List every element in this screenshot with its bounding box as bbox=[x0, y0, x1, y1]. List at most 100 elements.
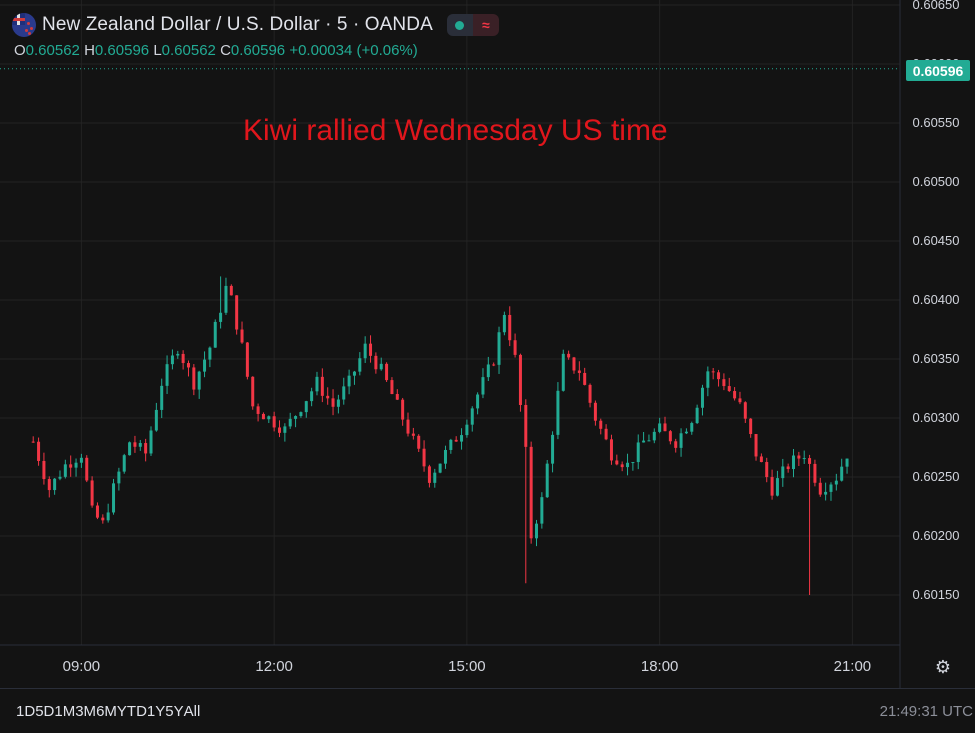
candle-body bbox=[535, 523, 539, 539]
symbol-header[interactable]: New Zealand Dollar / U.S. Dollar · 5 · O… bbox=[12, 10, 499, 40]
candle-body bbox=[358, 358, 362, 372]
timeframe-1m[interactable]: 1M bbox=[54, 703, 76, 720]
timeframe-all[interactable]: All bbox=[183, 703, 201, 720]
timeframe-3m[interactable]: 3M bbox=[75, 703, 97, 720]
y-tick-label: 0.60200 bbox=[912, 528, 960, 543]
candle-body bbox=[310, 391, 314, 402]
candle-body bbox=[299, 412, 303, 417]
wave-icon[interactable]: ≈ bbox=[472, 14, 499, 36]
candle-body bbox=[261, 413, 265, 420]
candle-body bbox=[647, 440, 651, 442]
candle-body bbox=[443, 449, 447, 464]
candle-body bbox=[138, 443, 142, 447]
candle-body bbox=[593, 402, 597, 421]
candle-body bbox=[342, 386, 346, 400]
timeframe-1y[interactable]: 1Y bbox=[146, 703, 166, 720]
timeframe-6m[interactable]: 6M bbox=[96, 703, 117, 720]
candle-body bbox=[117, 471, 121, 484]
candle-body bbox=[679, 433, 683, 448]
x-tick-label: 12:00 bbox=[255, 658, 293, 675]
y-tick-label: 0.60250 bbox=[912, 469, 960, 484]
candle-body bbox=[759, 456, 763, 463]
candle-body bbox=[711, 371, 715, 373]
candle-body bbox=[395, 394, 399, 400]
candle-body bbox=[352, 371, 356, 376]
candle-body bbox=[813, 463, 817, 483]
candle-body bbox=[824, 491, 828, 495]
candle-body bbox=[454, 439, 458, 442]
close-value: 0.60596 bbox=[230, 42, 286, 59]
change-value: +0.00034 (+0.06%) bbox=[289, 42, 418, 59]
candle-body bbox=[749, 418, 753, 435]
candle-body bbox=[235, 295, 239, 330]
candle-body bbox=[626, 462, 630, 468]
candle-body bbox=[583, 372, 587, 385]
ohlc-legend: O0.60562 H0.60596 L0.60562 C0.60596 +0.0… bbox=[14, 42, 418, 59]
candle-body bbox=[754, 434, 758, 457]
candle-body bbox=[577, 370, 581, 373]
candle-body bbox=[717, 372, 721, 380]
candle-body bbox=[792, 455, 796, 470]
candle-body bbox=[818, 482, 822, 495]
candle-body bbox=[144, 443, 148, 454]
candle-body bbox=[460, 435, 464, 442]
candle-body bbox=[69, 464, 73, 468]
last-price-tag: 0.60596 bbox=[906, 60, 970, 81]
chart-grid bbox=[0, 0, 900, 645]
candle-body bbox=[615, 460, 619, 465]
candle-body bbox=[53, 478, 57, 491]
candle-body bbox=[363, 343, 367, 359]
candle-body bbox=[722, 379, 726, 387]
candle-body bbox=[347, 375, 351, 387]
candle-body bbox=[642, 440, 646, 443]
candle-body bbox=[427, 466, 431, 483]
candle-body bbox=[609, 439, 613, 461]
candle-body bbox=[331, 398, 335, 407]
timeframe-selector[interactable]: 1D 5D 1M 3M 6M YTD 1Y 5Y All bbox=[16, 703, 200, 720]
candle-body bbox=[128, 442, 132, 456]
timeframe-1d[interactable]: 1D bbox=[16, 703, 36, 720]
candle-body bbox=[63, 464, 67, 477]
candle-body bbox=[572, 357, 576, 371]
candle-body bbox=[781, 466, 785, 479]
candle-body bbox=[112, 483, 116, 513]
candle-body bbox=[631, 462, 635, 464]
settings-gear-icon[interactable]: ⚙ bbox=[934, 656, 952, 677]
candle-body bbox=[369, 343, 373, 356]
candle-body bbox=[738, 398, 742, 403]
candle-body bbox=[808, 458, 812, 464]
utc-clock[interactable]: 21:49:31 UTC bbox=[879, 703, 973, 720]
timeframe-5d[interactable]: 5D bbox=[35, 703, 55, 720]
candle-body bbox=[256, 406, 260, 414]
timeframe-ytd[interactable]: YTD bbox=[116, 703, 147, 720]
price-chart[interactable] bbox=[0, 0, 975, 688]
y-tick-label: 0.60350 bbox=[912, 351, 960, 366]
candle-body bbox=[840, 466, 844, 481]
candle-body bbox=[561, 353, 565, 391]
candle-body bbox=[545, 463, 549, 498]
candle-body bbox=[390, 380, 394, 395]
candle-body bbox=[85, 457, 89, 481]
candle-body bbox=[288, 418, 292, 427]
y-tick-label: 0.60450 bbox=[912, 233, 960, 248]
candle-body bbox=[186, 363, 190, 368]
candle-body bbox=[770, 477, 774, 496]
candle-body bbox=[176, 353, 180, 356]
candle-body bbox=[74, 462, 78, 468]
candle-body bbox=[406, 419, 410, 434]
bottom-toolbar: 1D 5D 1M 3M 6M YTD 1Y 5Y All 21:49:31 UTC bbox=[0, 688, 975, 733]
candle-body bbox=[31, 441, 35, 443]
y-tick-label: 0.60650 bbox=[912, 0, 960, 12]
x-tick-label: 09:00 bbox=[62, 658, 101, 675]
candle-body bbox=[385, 363, 389, 381]
candle-body bbox=[476, 394, 480, 409]
timeframe-5y[interactable]: 5Y bbox=[165, 703, 184, 720]
candle-body bbox=[620, 464, 624, 468]
candle-body bbox=[733, 391, 737, 399]
market-open-dot-icon[interactable] bbox=[446, 14, 473, 36]
candle-body bbox=[700, 387, 704, 408]
candle-body bbox=[165, 364, 169, 386]
candle-body bbox=[663, 423, 667, 432]
candle-body bbox=[122, 455, 126, 472]
symbol-title[interactable]: New Zealand Dollar / U.S. Dollar · 5 · O… bbox=[42, 14, 433, 35]
